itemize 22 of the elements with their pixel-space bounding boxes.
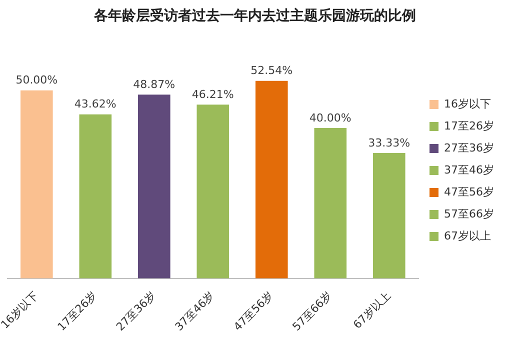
- x-tick-label: 37至46岁: [172, 288, 218, 334]
- x-tick-label: 17至26岁: [55, 288, 100, 334]
- x-tick-label: 47至56岁: [231, 288, 276, 334]
- data-label: 43.62%: [74, 98, 116, 111]
- data-label: 52.54%: [250, 64, 293, 78]
- chart-title: 各年龄层受访者过去一年内去过主题乐园游玩的比例: [93, 7, 416, 24]
- data-label: 50.00%: [16, 74, 58, 87]
- legend-label: 27至36岁: [444, 141, 494, 154]
- legend-label: 37至46岁: [444, 163, 494, 176]
- data-label: 46.21%: [192, 88, 234, 101]
- legend-label: 57至66岁: [444, 207, 494, 220]
- legend-label: 17至26岁: [444, 119, 494, 132]
- x-tick-label: 27至36岁: [114, 288, 158, 334]
- x-tick-label: 16岁以下: [0, 288, 41, 332]
- data-label: 40.00%: [309, 111, 352, 124]
- data-label: 48.87%: [133, 78, 176, 91]
- x-tick-label: 57至66岁: [290, 288, 335, 334]
- legend-label: 47至56岁: [444, 185, 494, 198]
- data-label: 33.33%: [368, 136, 410, 150]
- legend-label: 16岁以下: [444, 97, 492, 110]
- x-tick-label: 67岁以上: [350, 288, 394, 332]
- legend-label: 67岁以上: [444, 229, 492, 242]
